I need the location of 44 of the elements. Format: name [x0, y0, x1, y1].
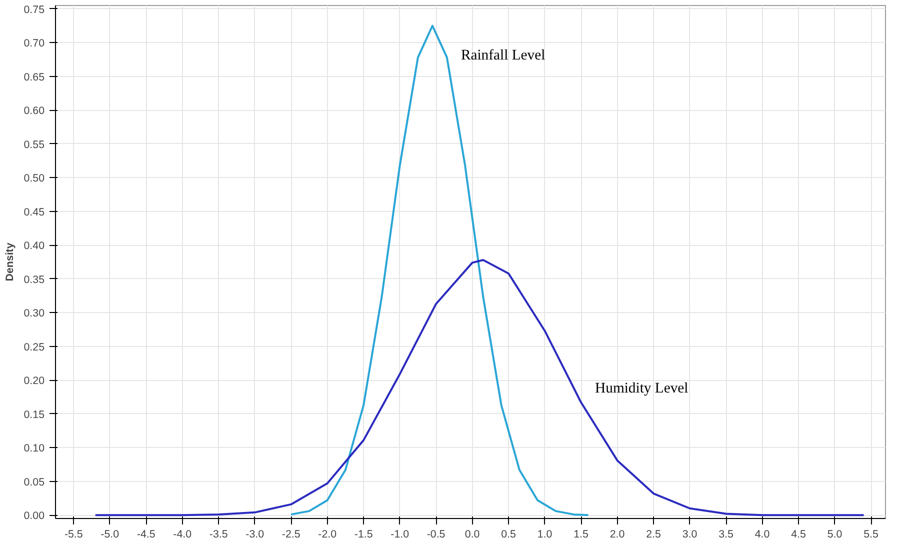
x-tick-label: 1.0: [537, 528, 552, 540]
x-tick-label: -3.0: [246, 528, 264, 540]
y-tick-label: 0.20: [24, 375, 45, 388]
y-tick-label: 0.60: [24, 105, 45, 118]
x-tick-label: 3.0: [682, 528, 698, 540]
x-tick-label: 1.5: [574, 528, 589, 540]
x-tick-label: 2.5: [646, 528, 662, 540]
y-tick-label: 0.55: [24, 138, 45, 151]
x-tick-label: -2.5: [282, 528, 300, 540]
x-tick-label: -4.5: [136, 528, 156, 540]
x-tick-label: 5.5: [864, 528, 878, 540]
x-tick-label: 5.0: [827, 528, 842, 540]
y-tick-label: 0.40: [24, 240, 45, 252]
y-tick-label: 0.45: [24, 206, 45, 218]
y-tick-label: 0.70: [24, 38, 45, 50]
x-tick-label: 4.5: [791, 528, 806, 540]
y-tick-label: 0.50: [24, 172, 45, 185]
x-tick-label: -4.0: [173, 528, 192, 540]
x-tick-label: 0.0: [464, 528, 480, 540]
x-tick-label: -0.5: [426, 528, 446, 540]
y-axis-title: Density: [4, 242, 16, 282]
x-tick-label: -2.0: [318, 528, 337, 540]
series-label: Rainfall Level: [460, 47, 546, 64]
x-tick-label: -3.5: [209, 528, 228, 540]
x-tick-label: 4.0: [754, 528, 770, 540]
line-series: [290, 24, 590, 516]
x-tick-label: -1.0: [390, 528, 410, 540]
series-label: Humidity Level: [595, 380, 688, 396]
y-tick-label: 0.35: [24, 274, 45, 286]
y-tick-label: 0.75: [24, 4, 45, 16]
x-tick-label: 2.0: [610, 528, 625, 540]
x-tick-label: -1.5: [354, 528, 373, 540]
y-tick-label: 0.10: [24, 442, 45, 455]
y-tick-label: 0.15: [24, 408, 45, 421]
x-tick-label: -5.5: [64, 528, 83, 540]
line-series: [94, 258, 865, 516]
y-tick-label: 0.25: [24, 341, 45, 354]
x-tick-label: -5.0: [100, 528, 120, 540]
y-tick-label: 0.00: [24, 510, 45, 522]
x-tick-label: 3.5: [718, 528, 734, 540]
y-tick-label: 0.65: [24, 71, 45, 84]
y-tick-label: 0.05: [24, 476, 45, 488]
y-tick-label: 0.30: [24, 308, 45, 320]
x-tick-label: 0.5: [501, 528, 516, 540]
